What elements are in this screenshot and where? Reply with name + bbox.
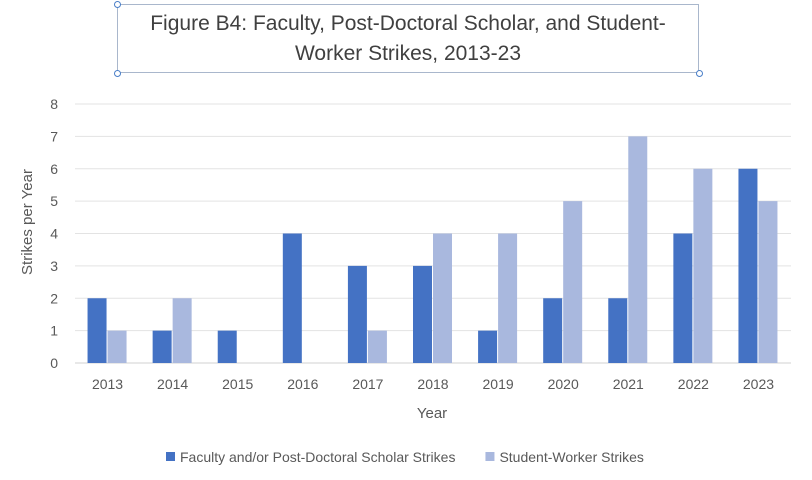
y-tick-label: 5 — [50, 193, 58, 209]
bar-faculty-2018 — [413, 265, 432, 363]
bar-student-worker-2022 — [693, 168, 713, 363]
bar-faculty-2014 — [152, 330, 172, 363]
bar-faculty-2015 — [217, 330, 237, 363]
y-tick-label: 6 — [50, 161, 58, 177]
bar-faculty-2022 — [673, 233, 693, 363]
chart-title-box[interactable]: Figure B4: Faculty, Post-Doctoral Schola… — [117, 4, 699, 73]
x-tick-label: 2018 — [417, 376, 448, 392]
bar-student-worker-2023 — [758, 201, 778, 363]
y-tick-label: 0 — [50, 355, 58, 371]
resize-handle-top-left[interactable] — [114, 1, 121, 8]
legend-label: Faculty and/or Post-Doctoral Scholar Str… — [180, 449, 455, 465]
y-tick-label: 1 — [50, 323, 58, 339]
resize-handle-bottom-left[interactable] — [114, 70, 121, 77]
bar-faculty-2021 — [608, 298, 628, 363]
bar-faculty-2016 — [282, 233, 302, 363]
bar-student-worker-2014 — [172, 298, 192, 363]
bar-student-worker-2020 — [563, 201, 583, 363]
legend-swatch — [485, 452, 495, 461]
resize-handle-bottom-right[interactable] — [696, 70, 703, 77]
bar-student-worker-2018 — [433, 233, 452, 363]
x-tick-label: 2021 — [613, 376, 644, 392]
y-tick-label: 8 — [50, 96, 58, 112]
bar-faculty-2019 — [478, 330, 498, 363]
bar-student-worker-2021 — [628, 136, 648, 363]
y-axis-label: Strikes per Year — [19, 169, 36, 275]
y-tick-label: 4 — [50, 226, 58, 242]
x-tick-label: 2013 — [92, 376, 123, 392]
bar-faculty-2013 — [87, 298, 107, 363]
legend-label: Student-Worker Strikes — [499, 449, 643, 465]
x-tick-label: 2023 — [743, 376, 774, 392]
y-tick-label: 3 — [50, 258, 58, 274]
bar-student-worker-2013 — [107, 330, 127, 363]
legend-swatch — [166, 452, 175, 461]
bar-faculty-2023 — [738, 168, 758, 363]
x-tick-label: 2014 — [157, 376, 188, 392]
bar-faculty-2020 — [543, 298, 563, 363]
chart-title: Figure B4: Faculty, Post-Doctoral Schola… — [150, 11, 666, 65]
bar-faculty-2017 — [347, 265, 367, 363]
x-tick-label: 2020 — [548, 376, 579, 392]
x-axis-label: Year — [417, 405, 447, 422]
bar-student-worker-2017 — [367, 330, 387, 363]
y-tick-label: 7 — [50, 128, 58, 144]
x-tick-label: 2022 — [678, 376, 709, 392]
x-tick-label: 2015 — [222, 376, 253, 392]
y-tick-label: 2 — [50, 290, 58, 306]
x-tick-label: 2016 — [287, 376, 318, 392]
x-tick-label: 2019 — [483, 376, 514, 392]
x-tick-label: 2017 — [352, 376, 383, 392]
bar-student-worker-2019 — [498, 233, 518, 363]
